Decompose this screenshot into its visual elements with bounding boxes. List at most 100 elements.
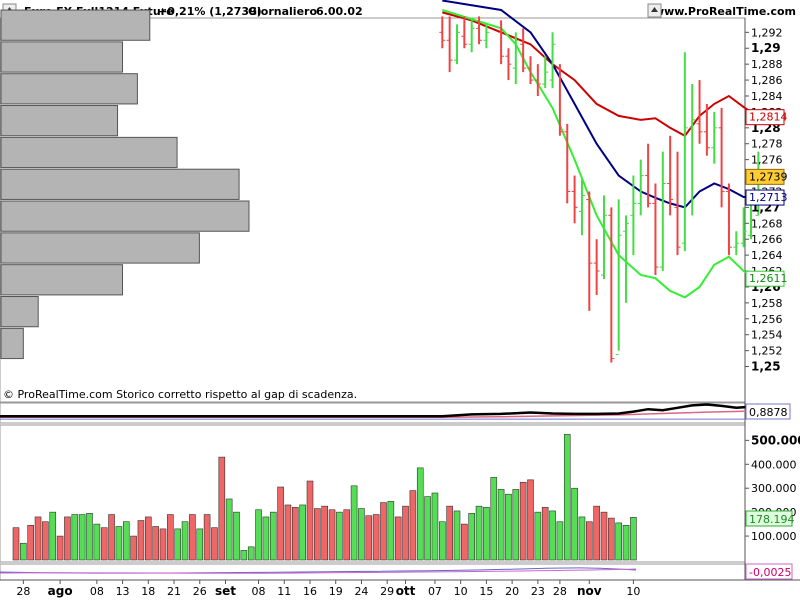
volume-bar-19 bbox=[152, 526, 159, 561]
volume-bar-70 bbox=[527, 479, 534, 561]
date-tick-label: 07 bbox=[428, 585, 442, 598]
volume-bar-37 bbox=[284, 504, 292, 561]
volume-bar-34 bbox=[262, 516, 270, 561]
bottom-oscillator-lines bbox=[0, 567, 637, 574]
price-tick-label: 1,284 bbox=[751, 90, 783, 103]
volume-bar-4 bbox=[42, 521, 49, 561]
volume-bar-55 bbox=[416, 467, 424, 561]
band-upper-line bbox=[442, 11, 774, 138]
profile-bar-5 bbox=[0, 168, 240, 200]
profile-bar-3 bbox=[0, 232, 200, 264]
ohlc-bar-90 bbox=[674, 151, 681, 256]
volume-bar-14 bbox=[115, 526, 123, 561]
ohlc-bar-91 bbox=[681, 52, 688, 252]
volume-bar-1 bbox=[20, 542, 27, 561]
volume-bar-73 bbox=[549, 510, 556, 561]
volume-bar-76 bbox=[571, 487, 578, 561]
ohlc-bar-76 bbox=[571, 175, 578, 224]
ohlc-bar-97 bbox=[725, 183, 732, 256]
settings-icon[interactable] bbox=[647, 3, 662, 18]
volume-bar-13 bbox=[108, 514, 115, 561]
volume-bar-59 bbox=[446, 505, 453, 561]
price-tag-box bbox=[745, 168, 785, 185]
ohlc-bar-83 bbox=[623, 215, 630, 303]
price-tick-label: 1,258 bbox=[751, 297, 783, 310]
volume-tick-label: 300.000 bbox=[751, 482, 797, 495]
version-label: 6.00.02 bbox=[316, 5, 363, 18]
bottom-osc-pink bbox=[0, 568, 637, 574]
ohlc-bar-84 bbox=[630, 175, 637, 256]
date-tick-label: 28 bbox=[16, 585, 30, 598]
price-tag-value: 1,2739 bbox=[749, 170, 788, 183]
footnote: © ProRealTime.com Storico corretto rispe… bbox=[3, 388, 357, 401]
volume-bar-42 bbox=[321, 505, 329, 561]
change-label: +0,21% (1,2739) bbox=[158, 5, 262, 18]
ohlc-bar-78 bbox=[586, 191, 593, 311]
date-tick-label: set bbox=[215, 584, 236, 598]
volume-tag: 178.194 bbox=[745, 510, 795, 527]
oscillator-tag: 0,8878 bbox=[745, 403, 791, 420]
date-tick-label: 11 bbox=[277, 585, 291, 598]
volume-bar-54 bbox=[409, 490, 417, 561]
date-tick-label: 24 bbox=[354, 585, 368, 598]
ohlc-bar-63 bbox=[476, 16, 483, 45]
volume-bar-62 bbox=[468, 513, 476, 561]
volume-bar-63 bbox=[475, 505, 483, 561]
volume-bar-17 bbox=[137, 520, 145, 561]
oscillator-panel bbox=[0, 402, 746, 424]
volume-bar-64 bbox=[483, 507, 490, 561]
date-tick-label: ott bbox=[396, 584, 416, 598]
volume-bar-74 bbox=[556, 521, 564, 561]
date-tick-label: 15 bbox=[479, 585, 493, 598]
volume-bar-56 bbox=[424, 496, 431, 561]
price-tick-label: 1,29 bbox=[751, 41, 781, 55]
price-tags: 1,2814 1,2739 1,2713 1,2611 bbox=[745, 109, 788, 287]
ohlc-bar-89 bbox=[667, 135, 674, 216]
ohlc-bar-77 bbox=[578, 179, 585, 236]
volume-bar-80 bbox=[600, 511, 608, 561]
profile-bar-4 bbox=[0, 200, 250, 232]
volume-bar-72 bbox=[541, 507, 549, 561]
volume-bar-78 bbox=[585, 521, 593, 561]
volume-bar-28 bbox=[218, 456, 226, 561]
ohlc-bar-94 bbox=[703, 103, 710, 156]
ohlc-bar-66 bbox=[498, 20, 505, 65]
ohlc-bar-61 bbox=[461, 16, 468, 49]
ohlc-bar-75 bbox=[564, 123, 571, 204]
oscillator-pink-line bbox=[0, 409, 774, 419]
volume-bar-40 bbox=[306, 480, 314, 561]
volume-bar-29 bbox=[225, 498, 233, 561]
bottom-osc-last-value: -0,0025 bbox=[749, 566, 791, 579]
volume-bar-8 bbox=[71, 514, 79, 561]
volume-bar-83 bbox=[622, 525, 630, 561]
volume-bar-33 bbox=[255, 509, 262, 561]
price-axis: 1,251,2521,2541,2561,2581,261,2621,2641,… bbox=[745, 26, 783, 374]
date-tick-label: 28 bbox=[553, 585, 567, 598]
volume-tick-label: 100.000 bbox=[751, 530, 797, 543]
price-tag-last: 1,2739 bbox=[745, 168, 788, 185]
volume-bar-79 bbox=[593, 505, 600, 561]
price-tag-value: 1,2814 bbox=[749, 111, 788, 124]
ohlc-bar-82 bbox=[615, 199, 622, 356]
volume-bar-3 bbox=[34, 516, 42, 561]
volume-bar-67 bbox=[505, 493, 512, 561]
bottom-oscillator-tag: -0,0025 bbox=[745, 563, 793, 580]
ohlc-bar-74 bbox=[556, 64, 563, 136]
price-tick-label: 1,286 bbox=[751, 74, 783, 87]
ohlc-bar-67 bbox=[505, 48, 512, 81]
volume-bar-32 bbox=[247, 546, 255, 561]
ohlc-bar-93 bbox=[696, 80, 703, 144]
profile-bar-0 bbox=[0, 327, 24, 360]
date-tick-label: 23 bbox=[531, 585, 545, 598]
ohlc-bars bbox=[439, 16, 762, 363]
date-tick-label: 16 bbox=[303, 585, 317, 598]
price-tick-label: 1,288 bbox=[751, 58, 783, 71]
volume-bar-39 bbox=[299, 504, 306, 561]
price-tick-label: 1,254 bbox=[751, 329, 783, 342]
volume-bar-23 bbox=[181, 521, 189, 561]
volume-bar-52 bbox=[394, 516, 402, 561]
price-tick-label: 1,268 bbox=[751, 217, 783, 230]
volume-bar-10 bbox=[86, 513, 93, 561]
band-mid-line bbox=[442, 0, 774, 209]
